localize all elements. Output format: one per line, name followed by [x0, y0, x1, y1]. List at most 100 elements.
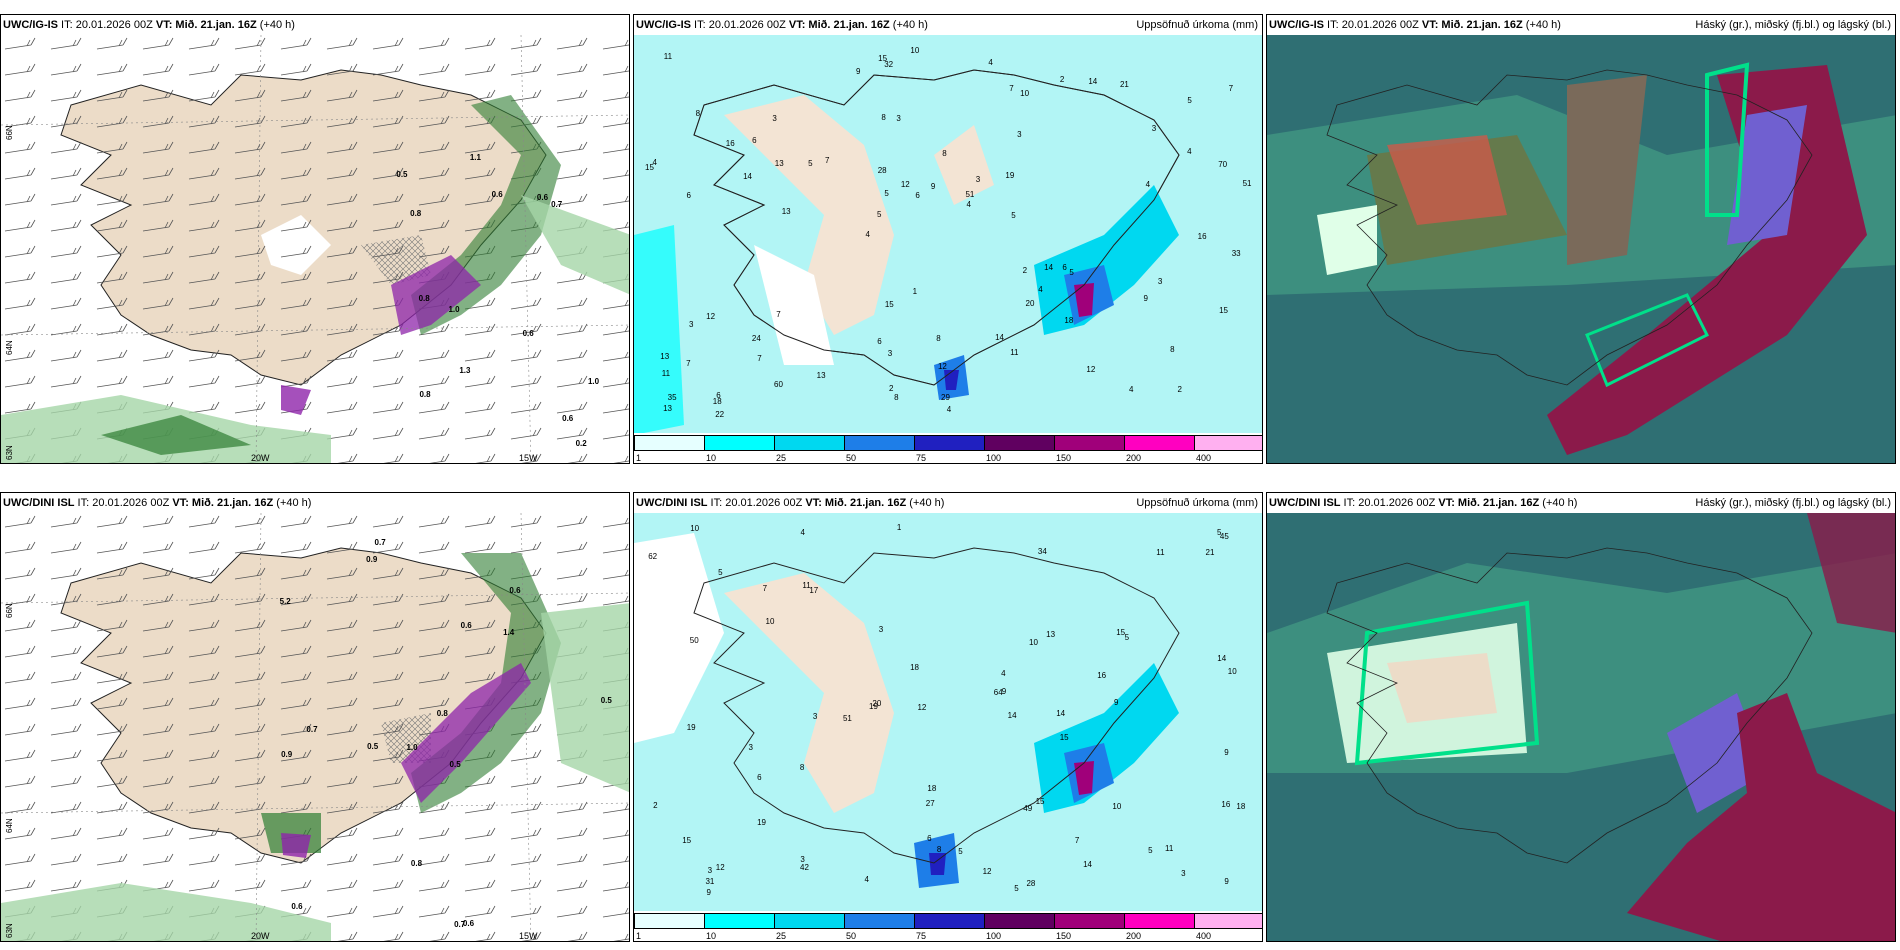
value-label: 5	[884, 189, 889, 199]
value-label: 2	[1022, 265, 1028, 275]
value-label: 18	[712, 396, 722, 406]
colorbar-tick: 10	[706, 453, 717, 463]
init-time: IT: 20.01.2026 00Z	[1324, 19, 1422, 31]
value-label: 33	[1231, 248, 1241, 258]
panel-header: UWC/IG-IS IT: 20.01.2026 00Z VT: Mið. 21…	[1, 15, 629, 35]
value-label: 51	[1242, 179, 1252, 189]
value-label: 3	[1181, 868, 1186, 878]
panel-bottom-middle: UWC/DINI ISL IT: 20.01.2026 00Z VT: Mið.…	[633, 492, 1263, 942]
colorbar-tick: 100	[986, 453, 1002, 463]
panel-header: UWC/IG-IS IT: 20.01.2026 00Z VT: Mið. 21…	[634, 15, 1262, 35]
lat-label: 63N	[5, 445, 14, 460]
value-label: 12	[982, 866, 992, 876]
value-label: 5	[1148, 846, 1153, 856]
model-name: UWC/DINI ISL	[636, 497, 708, 509]
value-label: 20	[1025, 299, 1035, 309]
model-name: UWC/IG-IS	[1269, 19, 1324, 31]
value-label: 2	[1177, 385, 1182, 395]
value-label: 51	[965, 189, 975, 199]
value-label: 4	[946, 405, 952, 415]
colorbar-segment	[914, 913, 985, 929]
lat-label: 64N	[5, 340, 14, 355]
colorbar-tick: 75	[916, 453, 927, 463]
colorbar-segment	[634, 913, 705, 929]
value-label: 6	[915, 190, 920, 200]
value-label: 1.0	[448, 305, 460, 315]
value-label: 9	[1224, 747, 1229, 757]
value-label: 7	[1074, 836, 1080, 846]
value-label: 49	[1023, 804, 1033, 814]
wind-snow-map	[1, 35, 629, 463]
colorbar-segment	[774, 435, 845, 451]
value-label: 60	[774, 380, 783, 390]
value-label: 8	[936, 845, 942, 855]
panel-header: UWC/DINI ISL IT: 20.01.2026 00Z VT: Mið.…	[634, 493, 1262, 513]
value-label: 15	[884, 299, 894, 309]
valid-time: VT: Mið. 21.jan. 16Z	[788, 19, 890, 31]
value-label: 5	[808, 158, 813, 168]
value-label: 9	[930, 182, 936, 192]
lon-label: 15W	[519, 453, 538, 463]
value-label: 21	[1119, 80, 1129, 90]
value-label: 51	[842, 714, 852, 724]
value-label: 1.0	[406, 742, 418, 752]
lat-label: 66N	[5, 125, 14, 140]
value-label: 15	[1059, 732, 1069, 742]
colorbar-tick: 10	[706, 931, 717, 941]
value-label: 12	[900, 179, 910, 189]
value-label: 0.6	[491, 190, 503, 200]
model-name: UWC/DINI ISL	[1269, 497, 1341, 509]
value-label: 4	[1129, 384, 1134, 394]
value-label: 2	[889, 384, 894, 394]
value-label: 1	[912, 286, 918, 296]
colorbar-tick: 400	[1196, 931, 1212, 941]
colorbar-segment	[984, 435, 1055, 451]
value-label: 13	[816, 370, 826, 380]
value-label: 0.5	[449, 760, 461, 770]
value-label: 14	[1056, 708, 1066, 718]
value-label: 9	[1143, 293, 1148, 303]
lat-label: 63N	[5, 923, 14, 938]
colorbar-segment	[1194, 913, 1262, 929]
value-label: 6	[1062, 263, 1067, 273]
value-label: 3	[1157, 277, 1163, 287]
precip-map	[634, 513, 1262, 941]
value-label: 1.1	[469, 153, 481, 163]
lead-time: (+40 h)	[273, 497, 312, 509]
value-label: 8	[936, 333, 941, 343]
value-label: 3	[707, 866, 713, 876]
init-time: IT: 20.01.2026 00Z	[691, 19, 789, 31]
value-label: 14	[1088, 77, 1098, 87]
value-label: 0.2	[575, 438, 587, 448]
field-title: Uppsöfnuð úrkoma (mm)	[1136, 497, 1258, 509]
value-label: 2	[653, 801, 658, 811]
value-label: 19	[869, 702, 878, 712]
value-label: 13	[660, 352, 670, 362]
valid-time: VT: Mið. 21.jan. 16Z	[805, 497, 907, 509]
value-label: 10	[1227, 666, 1237, 676]
value-label: 42	[800, 862, 809, 872]
value-label: 21	[1205, 547, 1215, 557]
value-label: 28	[1026, 878, 1036, 888]
value-label: 8	[1170, 344, 1175, 354]
value-label: 7	[757, 353, 762, 363]
value-label: 16	[1097, 671, 1107, 681]
init-time: IT: 20.01.2026 00Z	[58, 19, 156, 31]
value-label: 16	[1197, 231, 1207, 241]
colorbar-segment	[1194, 435, 1262, 451]
colorbar-tick: 25	[776, 931, 787, 941]
value-label: 10	[910, 45, 920, 55]
value-label: 7	[825, 156, 830, 166]
value-label: 3	[748, 742, 753, 752]
value-label: 45	[1219, 531, 1229, 541]
value-label: 10	[1112, 801, 1122, 811]
value-label: 11	[802, 581, 811, 591]
value-label: 5.2	[279, 597, 291, 607]
field-title: Uppsöfnuð úrkoma (mm)	[1136, 19, 1258, 31]
value-label: 9	[856, 66, 861, 76]
value-label: 0.6	[536, 193, 549, 203]
colorbar-segment	[634, 435, 705, 451]
value-label: 19	[1005, 171, 1015, 181]
value-label: 14	[995, 333, 1004, 343]
value-label: 0.5	[600, 695, 612, 705]
